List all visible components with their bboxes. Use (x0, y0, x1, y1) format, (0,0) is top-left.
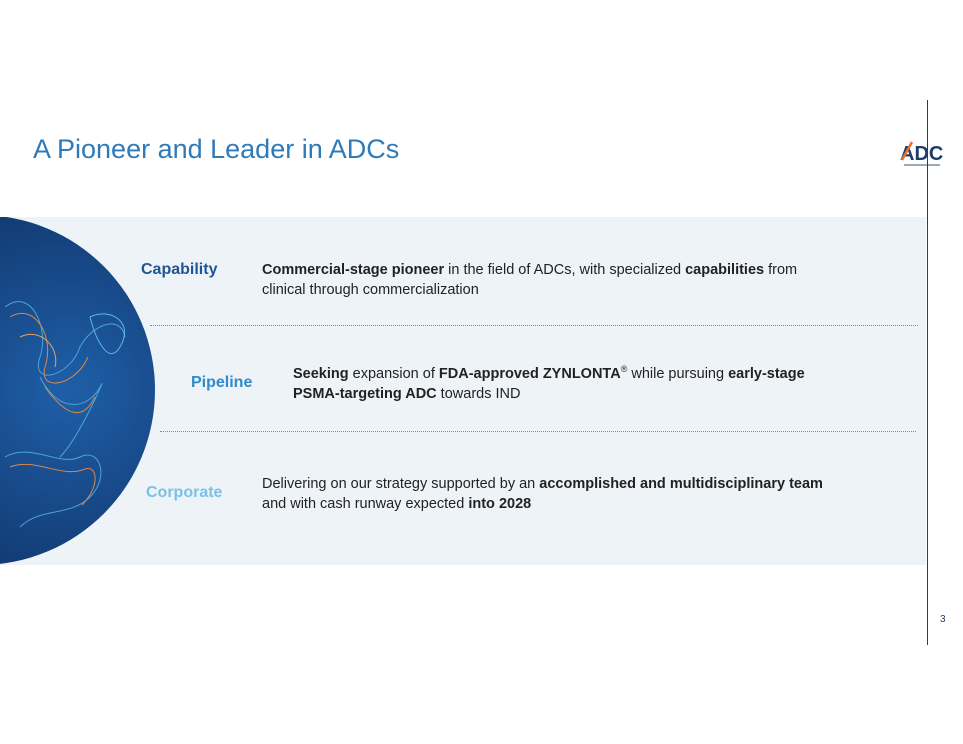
svg-text:ADC: ADC (900, 143, 943, 165)
row-label-capability: Capability (141, 261, 218, 278)
text-segment: clinical through commercialization (262, 282, 479, 298)
bold-text: PSMA-targeting ADC (293, 385, 437, 402)
text-segment: Delivering on our strategy supported by … (262, 476, 540, 492)
content-band: Capability Commercial-stage pioneer in t… (0, 217, 926, 565)
text-segment: and with cash runway expected (262, 496, 469, 512)
row-divider (160, 431, 916, 432)
row-text-pipeline: Seeking expansion of FDA-approved ZYNLON… (293, 359, 805, 404)
company-logo: ADC (898, 136, 946, 176)
vertical-divider (927, 100, 928, 645)
text-segment: from (764, 262, 798, 278)
row-label-corporate: Corporate (146, 484, 223, 501)
bold-text: early-stage (728, 365, 805, 382)
bold-text: capabilities (685, 262, 765, 278)
row-text-line: Delivering on our strategy supported by … (262, 474, 823, 494)
row-text-line: PSMA-targeting ADC towards IND (293, 384, 805, 404)
antibody-globe-graphic (0, 217, 155, 564)
bold-text: Commercial-stage pioneer (262, 262, 445, 278)
page-title: A Pioneer and Leader in ADCs (33, 134, 400, 164)
row-text-line: Commercial-stage pioneer in the field of… (262, 260, 797, 280)
bold-text: into 2028 (468, 496, 532, 512)
superscript-text: ® (620, 364, 628, 374)
row-label-pipeline: Pipeline (191, 374, 253, 391)
row-divider (150, 325, 918, 326)
row-text-line: and with cash runway expected into 2028 (262, 494, 823, 514)
row-text-capability: Commercial-stage pioneer in the field of… (262, 260, 797, 300)
text-segment: while pursuing (627, 365, 729, 382)
text-segment: in the field of ADCs, with specialized (444, 262, 686, 278)
text-segment: expansion of (348, 365, 439, 382)
page-number: 3 (940, 614, 946, 625)
bold-text: FDA-approved ZYNLONTA (438, 365, 621, 382)
text-segment: towards IND (436, 385, 521, 402)
row-text-line: clinical through commercialization (262, 280, 797, 300)
row-text-corporate: Delivering on our strategy supported by … (262, 474, 823, 514)
bold-text: Seeking (293, 365, 349, 382)
bold-text: accomplished and multidisciplinary team (539, 476, 823, 492)
row-text-line: Seeking expansion of FDA-approved ZYNLON… (293, 359, 805, 384)
